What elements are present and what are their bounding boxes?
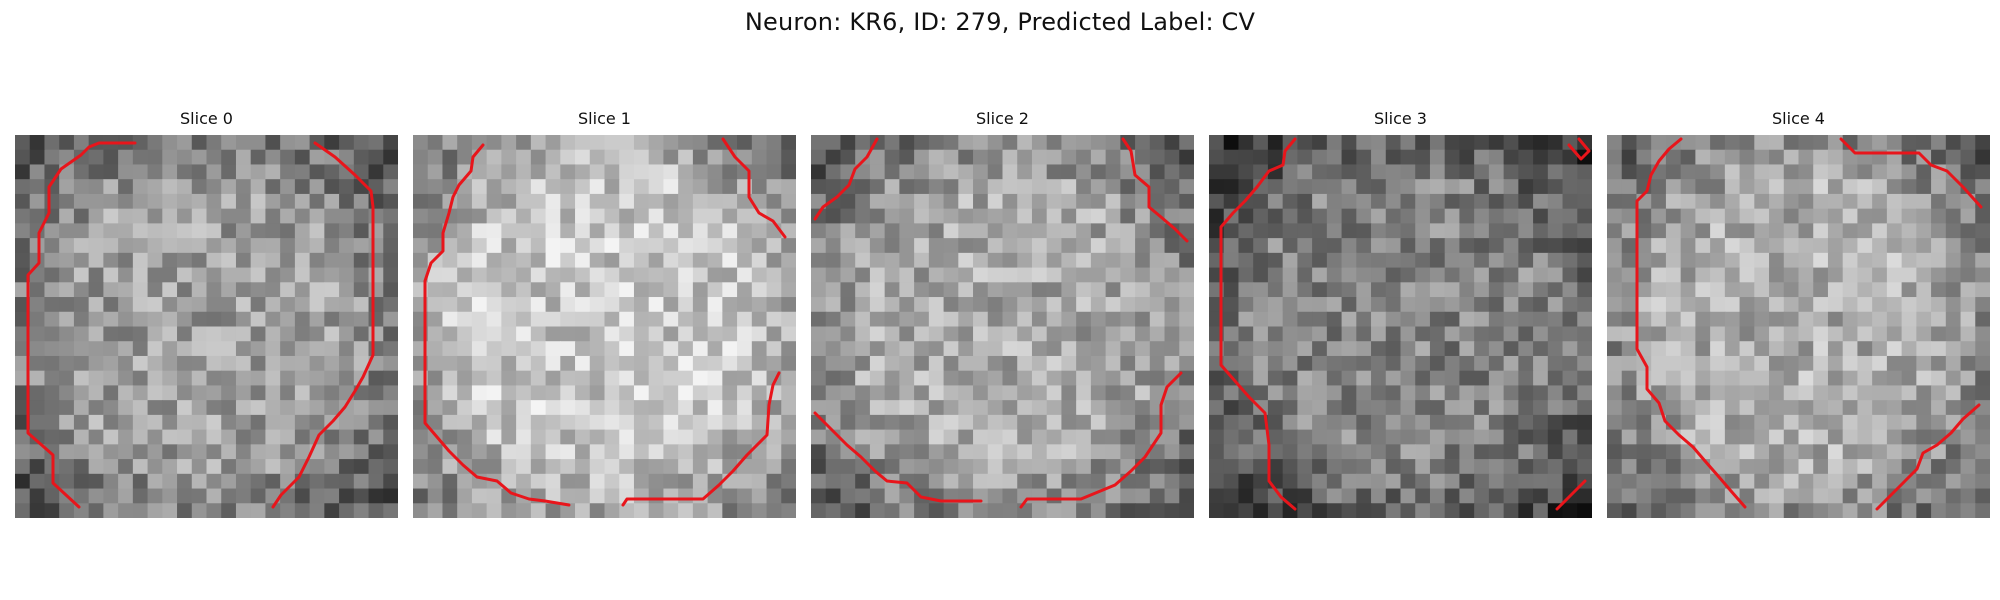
contour-line [813,137,1189,509]
slice-panel-2: Slice 2 [811,108,1194,518]
pixel-grid [15,135,398,518]
slice-title: Slice 3 [1374,109,1427,128]
slice-panel-4: Slice 4 [1607,108,1990,518]
slice-image-4 [1607,135,1990,518]
contour-line [423,137,787,507]
slice-title: Slice 1 [578,109,631,128]
pixel-grid [1209,135,1592,518]
slice-image-3 [1209,135,1592,518]
pixel-grid [413,135,796,518]
slice-title: Slice 4 [1772,109,1825,128]
slice-panel-0: Slice 0 [15,108,398,518]
slice-panel-3: Slice 3 [1209,108,1592,518]
slice-panel-1: Slice 1 [413,108,796,518]
slice-title: Slice 2 [976,109,1029,128]
pixel-grid [811,135,1194,518]
slice-title: Slice 0 [180,109,233,128]
slice-image-2 [811,135,1194,518]
contour-line [1635,137,1983,511]
figure-title: Neuron: KR6, ID: 279, Predicted Label: C… [744,8,1256,36]
pixel-grid [1607,135,1990,518]
contour-line [1219,137,1591,511]
slice-image-1 [413,135,796,518]
contour-line [26,141,375,509]
slice-image-0 [15,135,398,518]
